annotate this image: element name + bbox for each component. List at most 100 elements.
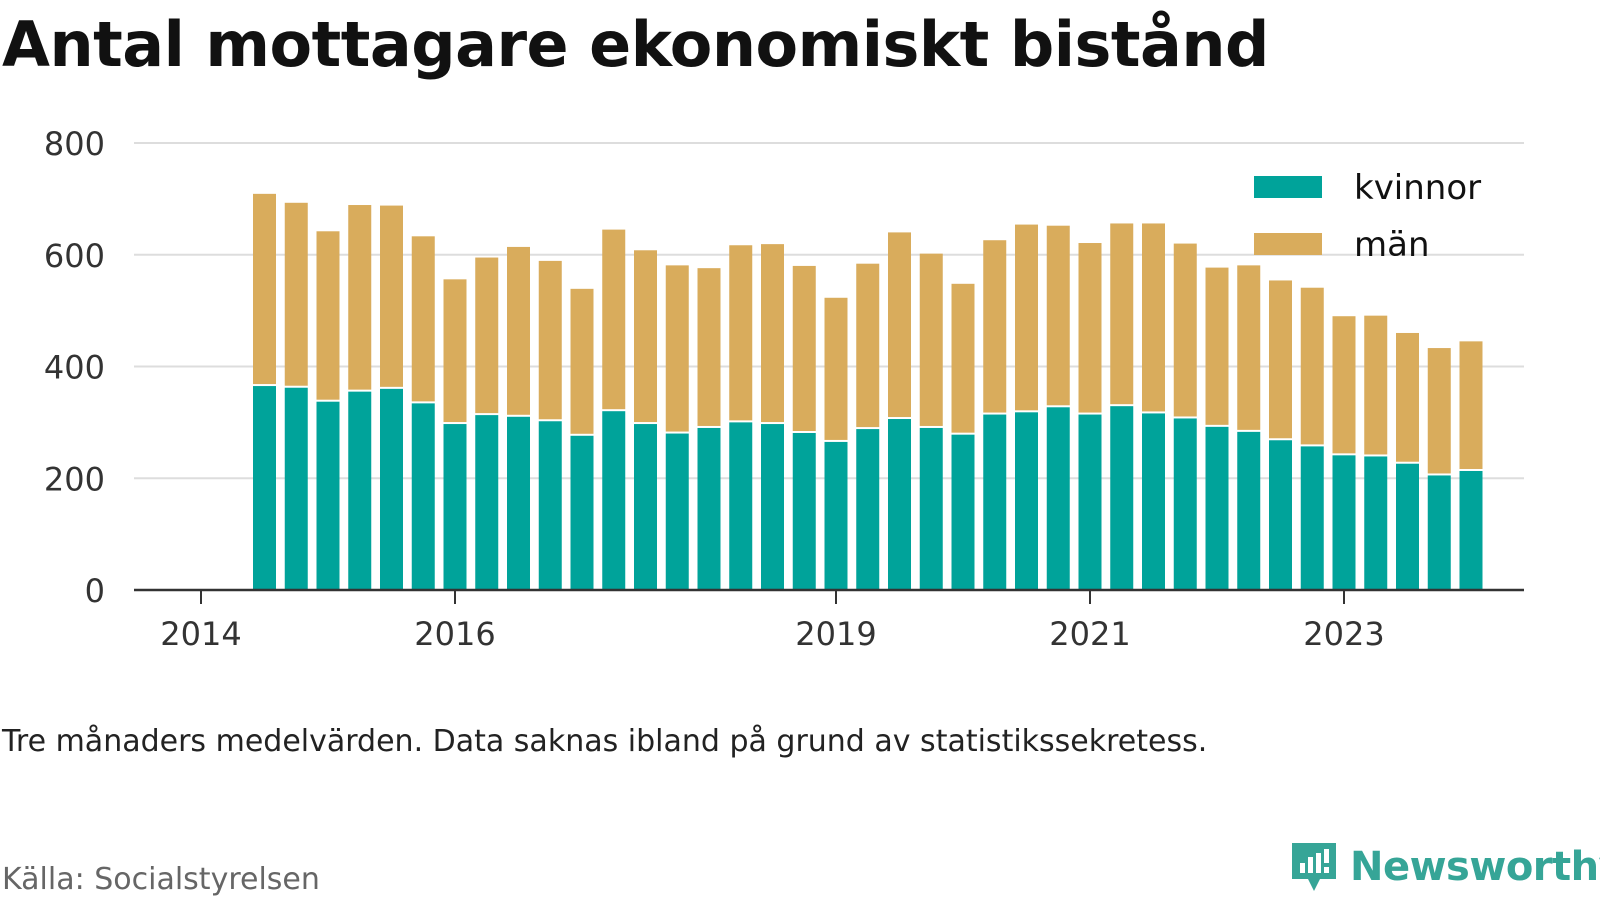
bar-kvinnor <box>1364 456 1388 590</box>
newsworthy-logo-icon <box>1292 843 1336 891</box>
x-tick-label: 2014 <box>160 615 241 653</box>
legend-swatch-man <box>1254 233 1322 255</box>
bar-kvinnor <box>824 441 848 590</box>
bar-kvinnor <box>348 391 372 590</box>
bar-kvinnor <box>1459 470 1483 590</box>
chart-title: Antal mottagare ekonomiskt bistånd <box>2 8 1269 81</box>
bar-kvinnor <box>1269 440 1292 590</box>
bar-man <box>570 288 594 434</box>
bar-kvinnor <box>316 401 340 590</box>
bar-kvinnor <box>856 429 880 590</box>
bar-man <box>729 245 753 421</box>
bar-man <box>665 265 689 432</box>
y-axis-ticks: 0 200 400 600 800 <box>44 125 105 610</box>
y-tick-label: 600 <box>44 237 105 275</box>
bar-man <box>1142 223 1165 412</box>
bar-kvinnor <box>1015 412 1038 590</box>
x-tick-label: 2023 <box>1303 615 1384 653</box>
bar-kvinnor <box>475 415 499 590</box>
legend: kvinnor män <box>1254 168 1481 265</box>
bar-man <box>411 236 435 402</box>
bar-man <box>888 232 911 418</box>
x-tick-label: 2021 <box>1049 615 1130 653</box>
bar-man <box>538 260 562 420</box>
bar-man <box>348 205 372 390</box>
brand-name: Newsworthy <box>1350 844 1600 890</box>
bar-man <box>316 231 340 400</box>
legend-swatch-kvinnor <box>1254 176 1322 198</box>
chart-subtitle: Tre månaders medelvärden. Data saknas ib… <box>2 724 1208 759</box>
bar-man <box>1364 315 1388 455</box>
y-tick-label: 0 <box>85 572 105 610</box>
bar-man <box>1015 224 1038 411</box>
bar-man <box>1332 316 1356 454</box>
source-note: Källa: Socialstyrelsen <box>2 862 320 897</box>
bar-kvinnor <box>284 387 308 590</box>
bar-kvinnor <box>888 419 911 590</box>
y-tick-label: 200 <box>44 460 105 498</box>
bar-kvinnor <box>665 433 689 590</box>
bar-man <box>1110 223 1134 405</box>
bar-man <box>1427 348 1451 474</box>
bar-kvinnor <box>761 424 784 590</box>
bar-kvinnor <box>697 427 721 590</box>
x-tick-label: 2016 <box>414 615 495 653</box>
bar-kvinnor <box>634 424 657 590</box>
bar-kvinnor <box>570 435 594 590</box>
bar-man <box>634 250 657 423</box>
bar-man <box>1459 341 1483 469</box>
bar-kvinnor <box>411 403 435 590</box>
bar-man <box>602 229 626 410</box>
bar-kvinnor <box>983 414 1007 590</box>
bar-man <box>792 265 816 431</box>
bar-man <box>1078 243 1102 413</box>
bar-man <box>824 297 848 440</box>
bar-man <box>1269 280 1292 439</box>
bar-man <box>443 279 467 423</box>
legend-label-man: män <box>1354 225 1430 265</box>
bar-kvinnor <box>1332 455 1356 590</box>
bar-man <box>475 257 499 414</box>
bar-kvinnor <box>1110 406 1134 590</box>
bar-man <box>983 240 1007 413</box>
x-axis-ticks: 2014 2016 2019 2021 2023 <box>160 590 1385 653</box>
y-tick-label: 400 <box>44 349 105 387</box>
bar-man <box>253 193 276 385</box>
bar-kvinnor <box>919 427 943 590</box>
bar-kvinnor <box>1078 414 1102 590</box>
bar-kvinnor <box>507 416 530 590</box>
bars <box>253 193 1483 590</box>
bar-kvinnor <box>1300 446 1324 590</box>
bar-man <box>951 283 975 433</box>
bar-kvinnor <box>1173 418 1197 590</box>
bar-man <box>856 263 880 428</box>
bar-man <box>1237 265 1261 430</box>
bar-man <box>507 246 530 415</box>
bar-kvinnor <box>1046 407 1070 590</box>
bar-kvinnor <box>1427 475 1451 590</box>
bar-man <box>1046 225 1070 406</box>
y-tick-label: 800 <box>44 125 105 163</box>
bar-kvinnor <box>729 422 753 590</box>
bar-kvinnor <box>1237 431 1261 590</box>
bar-kvinnor <box>602 411 626 590</box>
bar-kvinnor <box>1205 426 1229 590</box>
bar-man <box>1300 287 1324 445</box>
bar-man <box>1205 267 1229 425</box>
newsworthy-logo: Newsworthy <box>1290 841 1600 893</box>
bar-kvinnor <box>538 421 562 590</box>
legend-label-kvinnor: kvinnor <box>1354 168 1481 208</box>
bar-man <box>284 202 308 386</box>
x-tick-label: 2019 <box>795 615 876 653</box>
bar-man <box>380 205 403 387</box>
bar-kvinnor <box>253 386 276 590</box>
bar-kvinnor <box>443 424 467 590</box>
bar-kvinnor <box>1396 463 1419 590</box>
bar-kvinnor <box>792 432 816 590</box>
bar-kvinnor <box>380 388 403 590</box>
bar-kvinnor <box>1142 413 1165 590</box>
bar-man <box>1173 243 1197 417</box>
bar-man <box>919 253 943 426</box>
bar-man <box>761 244 784 423</box>
